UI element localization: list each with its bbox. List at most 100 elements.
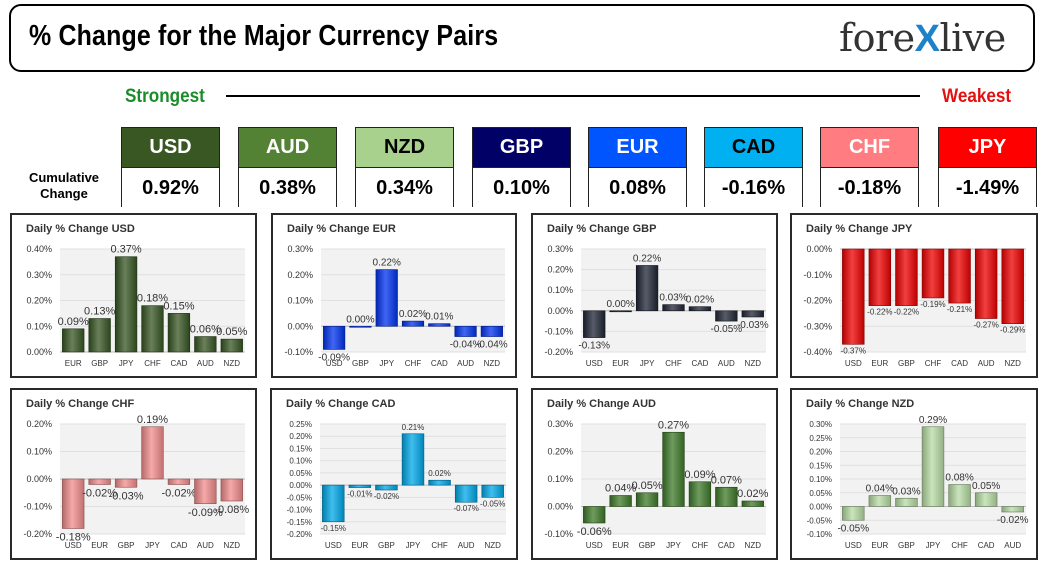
x-tick-label: GBP — [639, 541, 656, 550]
bar-usd — [583, 310, 606, 338]
x-tick-label: CAD — [691, 359, 708, 368]
x-tick-label: CHF — [665, 359, 682, 368]
y-tick-label: -0.10% — [23, 502, 52, 512]
bar-cad — [974, 492, 998, 507]
x-tick-label: CAD — [431, 359, 448, 368]
y-tick-label: 0.20% — [547, 265, 573, 275]
tile-aud: AUD 0.38% — [238, 127, 337, 208]
bar-aud — [974, 248, 998, 319]
y-tick-label: 0.15% — [809, 461, 832, 470]
data-label: -0.29% — [1000, 326, 1025, 335]
bar-usd — [842, 248, 865, 345]
data-label: 0.00% — [606, 299, 634, 310]
bar-eur — [348, 484, 372, 488]
x-tick-label: CHF — [431, 541, 448, 550]
y-tick-label: 0.00% — [806, 244, 832, 254]
tile-nzd: NZD 0.34% — [355, 127, 454, 208]
tile-eur: EUR 0.08% — [588, 127, 687, 208]
x-tick-label: JPY — [145, 541, 160, 550]
bar-gbp — [88, 318, 111, 353]
bar-chf — [948, 484, 971, 507]
bar-nzd — [741, 310, 764, 318]
y-tick-label: -0.10% — [287, 506, 312, 515]
data-label: 0.15% — [163, 300, 194, 312]
data-label: -0.13% — [578, 341, 610, 352]
plot-area — [581, 249, 766, 352]
x-tick-label: CHF — [925, 359, 942, 368]
bar-cad — [688, 306, 712, 312]
chart-title: Daily % Change CAD — [286, 398, 396, 410]
bar-gbp — [114, 478, 138, 488]
chart-panel-jpy: Daily % Change JPY -0.40% -0.30% -0.20% -0.… — [790, 213, 1038, 378]
y-tick-label: 0.00% — [547, 306, 573, 316]
logo-x: X — [914, 18, 940, 60]
bar-gbp — [635, 492, 659, 507]
data-label: 0.04% — [605, 483, 636, 495]
data-label: -0.01% — [347, 490, 372, 499]
data-label: -0.19% — [920, 300, 945, 309]
y-tick-label: 0.30% — [26, 270, 52, 280]
bar-nzd — [741, 500, 764, 507]
tile-value: 0.92% — [122, 168, 219, 208]
y-tick-label: -0.15% — [287, 518, 312, 527]
data-label: 0.02% — [686, 295, 714, 306]
tile-jpy: JPY -1.49% — [938, 127, 1037, 208]
bar-nzd — [220, 338, 243, 353]
data-label: 0.37% — [110, 244, 141, 256]
tile-value: 0.10% — [473, 168, 570, 208]
chart-panel-chf: Daily % Change CHF -0.20% -0.10% 0.00% 0.10… — [10, 388, 257, 560]
data-label: 0.02% — [428, 469, 451, 478]
bar-aud — [194, 478, 217, 505]
data-label: -0.15% — [321, 524, 346, 533]
chart-panel-gbp: Daily % Change GBP -0.20% -0.10% 0.00% 0.10… — [531, 213, 778, 378]
x-tick-label: CAD — [170, 359, 187, 368]
y-tick-label: -0.10% — [807, 530, 832, 539]
bar-cad — [428, 323, 451, 327]
chart-cad: -0.20% -0.15% -0.10% -0.05% 0.00% 0.05% 0.10% 0… — [287, 420, 506, 550]
data-label: 0.01% — [425, 312, 453, 323]
bar-chf — [141, 305, 164, 353]
x-tick-label: JPY — [926, 541, 941, 550]
bar-chf — [688, 481, 712, 507]
x-tick-label: JPY — [406, 541, 421, 550]
x-tick-label: CAD — [978, 541, 995, 550]
bar-eur — [88, 478, 111, 485]
bar-aud — [715, 310, 738, 322]
chart-panel-usd: Daily % Change USD 0.00% 0.10% 0.20% 0.30% 0… — [10, 213, 257, 378]
data-label: -0.03% — [737, 320, 769, 331]
logo-part-3: live — [939, 16, 1006, 60]
bar-usd — [583, 506, 606, 524]
x-tick-label: JPY — [640, 359, 655, 368]
data-label: 0.08% — [945, 473, 973, 484]
x-tick-label: JPY — [119, 359, 134, 368]
x-tick-label: EUR — [351, 541, 368, 550]
x-tick-label: USD — [586, 541, 603, 550]
bar-eur — [868, 248, 892, 306]
x-tick-label: JPY — [379, 359, 394, 368]
data-label: -0.21% — [947, 305, 972, 314]
tile-cad: CAD -0.16% — [704, 127, 803, 208]
y-tick-label: -0.10% — [803, 270, 832, 280]
ranking-arrow-line — [226, 95, 920, 97]
x-tick-label: CHF — [692, 541, 709, 550]
data-label: -0.07% — [453, 504, 478, 513]
header-box: % Change for the Major Currency Pairs fo… — [9, 4, 1035, 72]
data-label: 0.21% — [402, 423, 425, 432]
y-tick-label: 0.20% — [26, 296, 52, 306]
x-tick-label: USD — [845, 541, 862, 550]
bar-chf — [428, 479, 451, 486]
tile-value: 0.08% — [589, 168, 686, 208]
bar-aud — [1001, 506, 1024, 513]
bar-cad — [948, 248, 971, 304]
x-tick-label: CAD — [718, 541, 735, 550]
y-tick-label: 0.10% — [547, 474, 573, 484]
data-label: 0.03% — [659, 293, 687, 304]
bar-eur — [62, 328, 85, 353]
y-tick-label: 0.00% — [289, 481, 312, 490]
data-label: -0.05% — [837, 523, 869, 534]
x-tick-label: AUD — [458, 541, 475, 550]
y-tick-label: 0.00% — [809, 503, 832, 512]
x-tick-label: GBP — [378, 541, 395, 550]
chart-aud: -0.10% 0.00% 0.10% 0.20% 0.30% -0.06% USD 0.04%… — [544, 419, 768, 550]
chart-panel-nzd: Daily % Change NZD -0.10% -0.05% 0.00% 0.05… — [790, 388, 1038, 560]
